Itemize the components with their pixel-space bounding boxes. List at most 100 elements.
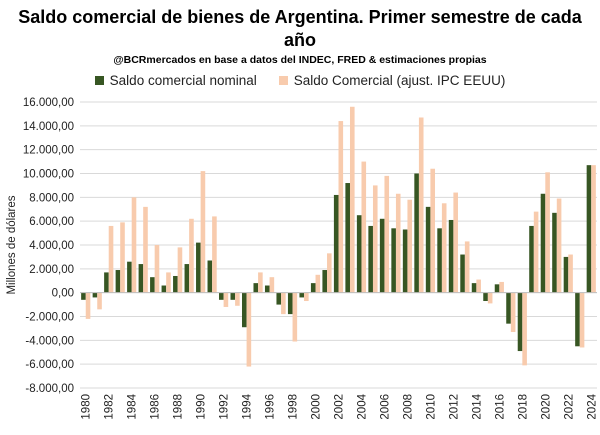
legend: Saldo comercial nominal Saldo Comercial …: [0, 73, 600, 88]
x-tick-label: 2000: [311, 394, 323, 420]
bar-nominal-1995: [253, 283, 259, 293]
bar-nominal-2019: [529, 225, 534, 293]
bar-nominal-1994: [241, 292, 247, 328]
y-tick-label: 6.000,00: [29, 216, 74, 228]
bar-adjusted-1991: [212, 216, 217, 293]
bar-adjusted-2023: [579, 292, 585, 348]
y-tick-label: 10.000,00: [23, 169, 74, 181]
bar-adjusted-1995: [258, 272, 263, 293]
x-tick-label: 2018: [517, 394, 529, 420]
x-tick-label: 1986: [150, 394, 162, 420]
chart-subtitle: @BCRmercados en base a datos del INDEC, …: [113, 54, 487, 66]
bar-adjusted-1988: [177, 247, 183, 293]
y-tick-label: 16.000,00: [23, 97, 74, 109]
bar-nominal-1993: [230, 292, 236, 300]
x-tick-label: 2004: [356, 393, 368, 419]
bar-nominal-2006: [379, 218, 385, 293]
x-tick-label: 1998: [288, 394, 300, 420]
y-tick-label: 12.000,00: [23, 145, 74, 157]
bar-nominal-2022: [563, 256, 569, 293]
bar-nominal-1982: [104, 272, 109, 293]
bar-adjusted-1990: [200, 171, 206, 293]
bar-adjusted-2007: [395, 193, 401, 293]
y-tick-label: -2.000,00: [25, 312, 74, 324]
bar-nominal-1983: [115, 270, 121, 293]
bar-adjusted-2013: [464, 241, 470, 293]
bar-adjusted-2024: [591, 165, 596, 293]
bar-adjusted-1987: [166, 272, 171, 293]
bar-adjusted-2014: [476, 279, 481, 293]
bar-adjusted-2006: [384, 175, 390, 293]
bar-adjusted-1993: [235, 292, 240, 306]
bar-nominal-2016: [494, 284, 500, 293]
bar-nominal-2011: [437, 228, 442, 293]
bar-adjusted-1980: [85, 292, 91, 319]
x-tick-label: 2010: [425, 394, 437, 420]
bar-nominal-2024: [586, 165, 592, 293]
bar-nominal-2000: [310, 283, 316, 293]
bar-adjusted-2001: [327, 253, 332, 293]
bar-nominal-1984: [127, 261, 132, 293]
bar-nominal-1985: [138, 264, 144, 293]
bar-nominal-1991: [207, 260, 213, 293]
x-tick-label: 2014: [471, 393, 483, 419]
bar-adjusted-2009: [418, 117, 424, 293]
bar-adjusted-2022: [568, 254, 573, 293]
bar-nominal-2003: [345, 183, 350, 293]
bar-adjusted-1994: [246, 292, 252, 367]
bar-nominal-1992: [219, 292, 224, 300]
bar-adjusted-1984: [131, 197, 137, 293]
bar-nominal-1997: [276, 292, 282, 305]
bar-adjusted-2011: [441, 203, 447, 293]
bar-nominal-2009: [414, 173, 419, 293]
bar-nominal-2015: [483, 292, 488, 302]
y-axis-label: Millones de dólares: [6, 195, 18, 294]
x-tick-label: 2020: [540, 394, 552, 420]
x-tick-label: 1994: [242, 393, 254, 419]
x-tick-label: 2008: [402, 394, 414, 420]
bar-nominal-2012: [448, 219, 454, 293]
bar-nominal-1988: [173, 275, 178, 293]
legend-swatch-adjusted: [278, 76, 288, 85]
bar-adjusted-2000: [315, 274, 321, 293]
bar-adjusted-1981: [97, 292, 102, 310]
bar-nominal-2020: [540, 193, 546, 293]
x-tick-label: 1996: [265, 394, 277, 420]
x-tick-label: 1982: [104, 394, 116, 420]
bar-adjusted-2020: [545, 172, 550, 293]
y-tick-label: 8.000,00: [29, 192, 74, 204]
x-tick-label: 2024: [586, 393, 598, 419]
bar-nominal-2017: [506, 292, 511, 324]
x-tick-label: 2016: [494, 394, 506, 420]
bar-nominal-1996: [264, 285, 270, 293]
bar-nominal-1980: [81, 292, 86, 300]
bar-nominal-1989: [184, 264, 190, 293]
x-tick-label: 2006: [379, 394, 391, 420]
bar-nominal-2018: [517, 292, 523, 352]
bar-adjusted-1985: [143, 206, 148, 293]
bar-adjusted-2010: [430, 168, 436, 293]
bar-nominal-2005: [368, 225, 373, 293]
bar-adjusted-2003: [349, 106, 355, 293]
x-tick-label: 1980: [81, 394, 93, 420]
bar-adjusted-2005: [372, 185, 378, 293]
bar-adjusted-1992: [223, 292, 229, 307]
bar-nominal-1986: [150, 277, 155, 293]
bar-adjusted-2019: [533, 211, 539, 293]
bar-adjusted-1998: [292, 292, 298, 342]
legend-swatch-nominal: [94, 76, 104, 85]
legend-item-adjusted: Saldo Comercial (ajust. IPC EEUU): [278, 73, 505, 88]
bar-nominal-2023: [575, 292, 580, 347]
bar-nominal-1981: [92, 292, 98, 298]
x-tick-label: 2022: [563, 394, 575, 420]
bar-adjusted-1996: [269, 277, 275, 293]
bar-nominal-2013: [460, 254, 465, 293]
bar-nominal-2001: [322, 270, 328, 293]
y-tick-label: 4.000,00: [29, 240, 74, 252]
y-tick-label: -4.000,00: [25, 335, 74, 347]
bar-adjusted-1999: [304, 292, 309, 302]
bar-adjusted-2002: [338, 121, 344, 293]
x-tick-label: 1988: [173, 394, 185, 420]
bar-nominal-2021: [552, 212, 557, 293]
